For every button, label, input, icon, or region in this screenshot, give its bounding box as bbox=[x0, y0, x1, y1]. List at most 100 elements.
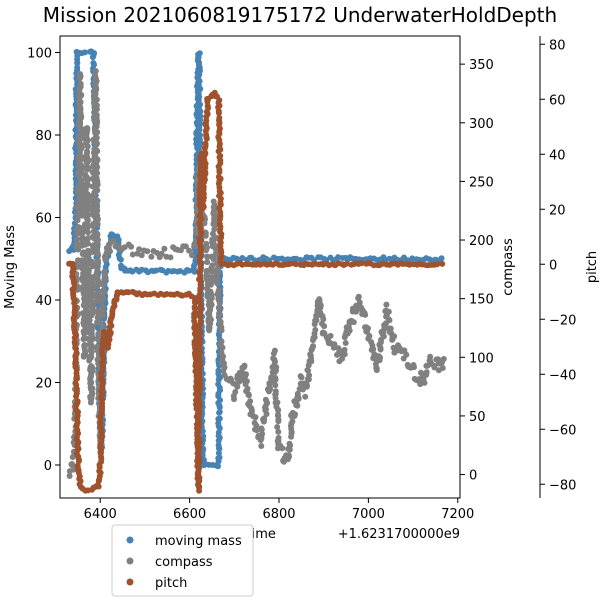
data-point bbox=[423, 369, 430, 376]
data-point bbox=[260, 418, 267, 425]
data-point bbox=[214, 275, 221, 282]
data-point bbox=[71, 280, 78, 287]
data-point bbox=[377, 344, 384, 351]
x-axis-offset: +1.6231700000e9 bbox=[338, 527, 460, 542]
data-point bbox=[93, 181, 100, 188]
data-point bbox=[356, 299, 363, 306]
data-point bbox=[77, 71, 84, 78]
x-tick-label: 6600 bbox=[173, 507, 206, 522]
data-point bbox=[245, 392, 252, 399]
data-point bbox=[272, 374, 279, 381]
data-point bbox=[193, 226, 199, 233]
data-point bbox=[342, 340, 349, 346]
data-point bbox=[73, 381, 80, 388]
data-point bbox=[298, 374, 305, 381]
data-point bbox=[272, 358, 278, 365]
data-point bbox=[197, 273, 204, 280]
y-compass-tick-label: 350 bbox=[469, 58, 494, 73]
data-point bbox=[439, 365, 446, 371]
y-left-tick-label: 100 bbox=[27, 47, 52, 62]
data-point bbox=[208, 301, 215, 308]
data-point bbox=[93, 166, 100, 173]
data-point bbox=[211, 202, 218, 209]
data-point bbox=[215, 367, 222, 374]
data-point bbox=[215, 463, 221, 470]
data-point bbox=[302, 393, 309, 400]
data-point bbox=[243, 371, 249, 378]
data-point bbox=[211, 207, 217, 214]
data-point bbox=[208, 268, 215, 275]
x-tick-label: 6400 bbox=[84, 507, 117, 522]
data-point bbox=[243, 378, 250, 385]
data-point bbox=[88, 392, 95, 399]
data-point bbox=[331, 341, 338, 348]
data-point bbox=[158, 250, 165, 257]
data-point bbox=[89, 365, 96, 372]
data-point bbox=[215, 287, 222, 294]
y-left-tick-label: 80 bbox=[35, 129, 52, 144]
data-point bbox=[74, 217, 81, 224]
data-point bbox=[148, 253, 155, 260]
data-point bbox=[167, 254, 174, 261]
data-point bbox=[386, 317, 393, 324]
data-point bbox=[86, 317, 93, 324]
data-point bbox=[161, 245, 168, 252]
x-tick-label: 6800 bbox=[262, 507, 295, 522]
data-point bbox=[320, 316, 327, 323]
data-point bbox=[387, 325, 394, 332]
data-point bbox=[106, 336, 113, 343]
data-point bbox=[88, 258, 95, 265]
data-point bbox=[93, 147, 100, 154]
y-axis-left-label: Moving Mass bbox=[3, 225, 18, 309]
data-point bbox=[85, 254, 92, 261]
y-pitch-tick-label: 40 bbox=[549, 148, 566, 163]
y-axis-compass-label: compass bbox=[501, 238, 516, 296]
data-point bbox=[272, 390, 279, 397]
data-point bbox=[288, 426, 295, 432]
data-point bbox=[216, 300, 223, 307]
data-point bbox=[231, 396, 237, 403]
data-point bbox=[71, 334, 78, 341]
data-point bbox=[92, 75, 99, 82]
data-point bbox=[420, 376, 427, 383]
data-point bbox=[431, 364, 438, 371]
data-point bbox=[90, 302, 97, 309]
data-point bbox=[78, 144, 85, 151]
y-pitch-tick-label: −80 bbox=[549, 478, 576, 493]
data-point bbox=[204, 253, 211, 260]
data-point bbox=[81, 334, 88, 341]
data-point bbox=[107, 248, 113, 255]
data-point bbox=[335, 345, 342, 352]
data-point bbox=[203, 267, 210, 274]
data-point bbox=[252, 414, 259, 421]
data-point bbox=[195, 54, 202, 61]
data-point bbox=[74, 64, 81, 71]
data-point bbox=[202, 230, 209, 237]
data-point bbox=[266, 385, 273, 392]
data-point bbox=[286, 446, 293, 453]
data-point bbox=[305, 367, 312, 374]
data-point bbox=[208, 276, 215, 283]
legend-items: moving mass compass pitch bbox=[126, 534, 242, 591]
data-point bbox=[89, 54, 96, 61]
data-point bbox=[195, 407, 202, 414]
series-compass bbox=[66, 68, 447, 479]
data-point bbox=[80, 321, 87, 328]
legend-label: compass bbox=[155, 555, 213, 570]
x-axis-ticks: 6400 6600 6800 7000 7200 bbox=[84, 498, 474, 522]
y-pitch-tick-label: 60 bbox=[549, 93, 566, 108]
data-point bbox=[196, 291, 203, 298]
data-point bbox=[411, 364, 417, 371]
data-point bbox=[85, 235, 92, 241]
y-pitch-tick-label: 0 bbox=[549, 258, 557, 273]
data-point bbox=[88, 379, 95, 386]
data-point bbox=[263, 411, 270, 417]
data-point bbox=[197, 211, 204, 218]
data-point bbox=[427, 353, 434, 360]
data-point bbox=[81, 342, 88, 349]
data-point bbox=[213, 249, 219, 256]
data-point bbox=[197, 318, 204, 325]
data-point bbox=[275, 413, 282, 419]
data-point bbox=[215, 450, 222, 457]
data-point bbox=[286, 440, 293, 447]
